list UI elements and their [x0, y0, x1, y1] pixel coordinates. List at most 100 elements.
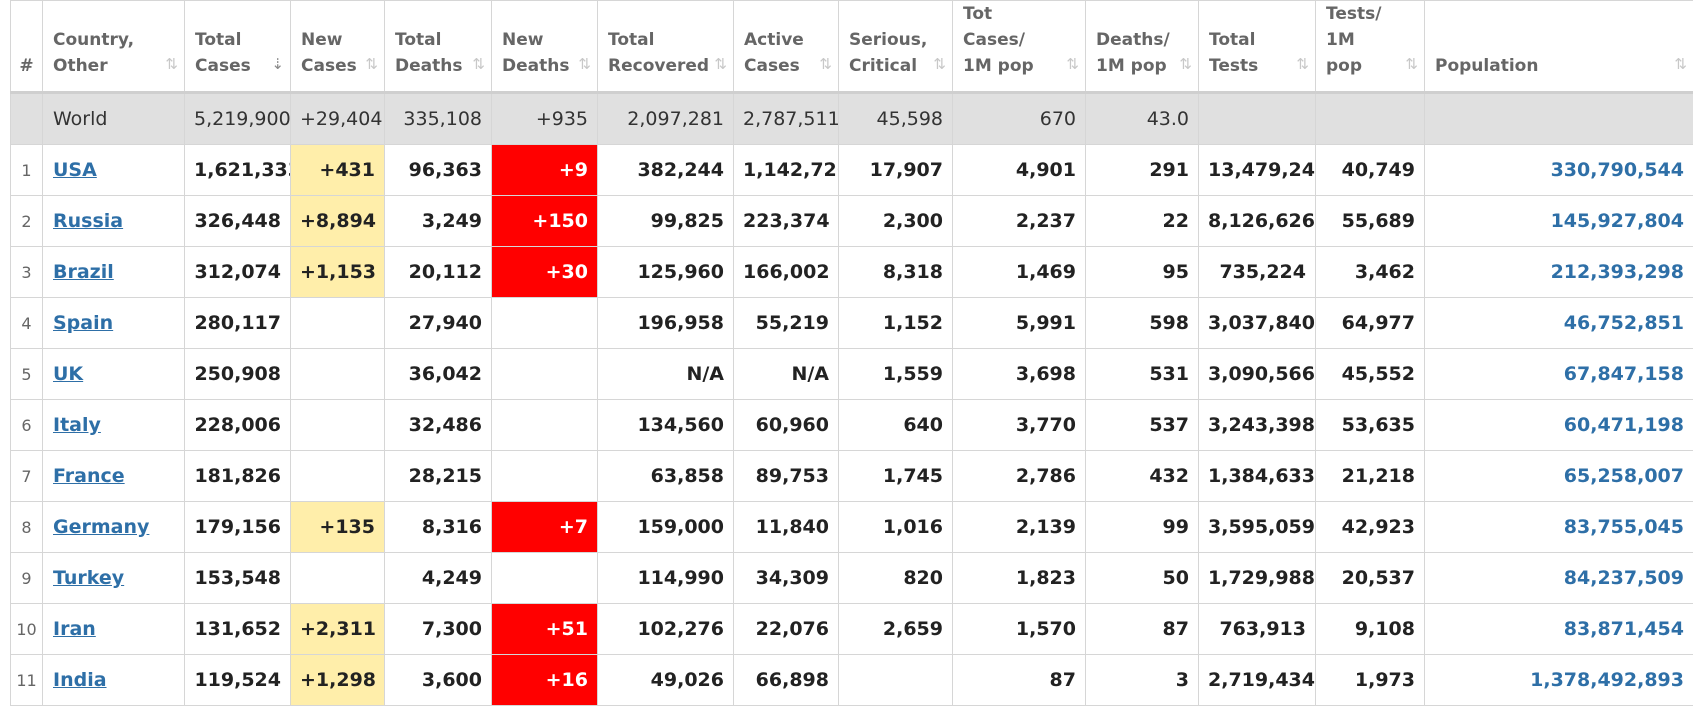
new-deaths-cell	[492, 400, 598, 451]
total-deaths-cell: 20,112	[385, 247, 492, 298]
sort-icon[interactable]: ⇅	[714, 51, 725, 77]
country-link[interactable]: UK	[53, 363, 83, 385]
country-link[interactable]: Spain	[53, 312, 113, 334]
world-total-deaths: 335,108	[385, 93, 492, 145]
population-cell: 46,752,851	[1425, 298, 1693, 349]
column-header-deaths-per-1m[interactable]: Deaths/ 1M pop ⇅	[1086, 1, 1199, 93]
serious-critical-cell: 1,559	[839, 349, 953, 400]
column-header-total-deaths[interactable]: Total Deaths⇅	[385, 1, 492, 93]
country-cell: Brazil	[43, 247, 185, 298]
country-link[interactable]: France	[53, 465, 125, 487]
population-cell: 83,871,454	[1425, 604, 1693, 655]
total-tests-cell: 3,243,398	[1199, 400, 1316, 451]
total-tests-cell: 763,913	[1199, 604, 1316, 655]
sort-icon[interactable]: ⇅	[472, 51, 483, 77]
sort-icon[interactable]: ⇅	[165, 51, 176, 77]
new-cases-cell: +1,153	[291, 247, 385, 298]
new-cases-cell	[291, 553, 385, 604]
sort-icon[interactable]: ⇅	[933, 51, 944, 77]
column-header-label: Country, Other	[53, 30, 134, 76]
total-tests-cell: 3,037,840	[1199, 298, 1316, 349]
sort-icon[interactable]: ⇅	[819, 51, 830, 77]
total-cases-cell: 312,074	[185, 247, 291, 298]
sort-icon[interactable]: ⇅	[1674, 51, 1685, 77]
column-header-label: Deaths/ 1M pop	[1096, 30, 1170, 76]
total-tests-cell: 1,384,633	[1199, 451, 1316, 502]
serious-critical-cell: 1,016	[839, 502, 953, 553]
sort-icon[interactable]: ⇅	[1296, 51, 1307, 77]
total-deaths-cell: 28,215	[385, 451, 492, 502]
total-tests-cell: 1,729,988	[1199, 553, 1316, 604]
column-header-tests-per-1m[interactable]: Tests/ 1M pop⇅	[1316, 1, 1425, 93]
rank-cell: 1	[11, 145, 43, 196]
sort-icon[interactable]: ⇅	[578, 51, 589, 77]
deaths-per-1m-cell: 531	[1086, 349, 1199, 400]
column-header-population[interactable]: Population⇅	[1425, 1, 1693, 93]
new-cases-cell	[291, 451, 385, 502]
total-deaths-cell: 36,042	[385, 349, 492, 400]
country-link[interactable]: Germany	[53, 516, 149, 538]
total-deaths-cell: 4,249	[385, 553, 492, 604]
column-header-active-cases[interactable]: Active Cases⇅	[734, 1, 839, 93]
country-link[interactable]: Turkey	[53, 567, 124, 589]
column-header-total-cases[interactable]: Total Cases ⇣	[185, 1, 291, 93]
sort-icon[interactable]: ⇅	[365, 51, 376, 77]
total-cases-cell: 181,826	[185, 451, 291, 502]
sort-icon[interactable]: ⇅	[1179, 51, 1190, 77]
total-cases-cell: 131,652	[185, 604, 291, 655]
tests-per-1m-cell: 42,923	[1316, 502, 1425, 553]
tests-per-1m-cell: 53,635	[1316, 400, 1425, 451]
new-deaths-cell: +7	[492, 502, 598, 553]
rank-cell: 10	[11, 604, 43, 655]
serious-critical-cell: 1,152	[839, 298, 953, 349]
cases-per-1m-cell: 1,570	[953, 604, 1086, 655]
sort-icon[interactable]: ⇅	[1405, 51, 1416, 77]
sort-active-icon[interactable]: ⇣	[271, 51, 282, 77]
column-header-cases-per-1m[interactable]: Tot Cases/ 1M pop⇅	[953, 1, 1086, 93]
rank-cell: 8	[11, 502, 43, 553]
active-cases-cell: N/A	[734, 349, 839, 400]
country-link[interactable]: Iran	[53, 618, 96, 640]
cases-per-1m-cell: 2,786	[953, 451, 1086, 502]
new-cases-cell	[291, 349, 385, 400]
column-header-country[interactable]: Country, Other ⇅	[43, 1, 185, 93]
rank-cell: 3	[11, 247, 43, 298]
world-total-recovered: 2,097,281	[598, 93, 734, 145]
population-cell: 60,471,198	[1425, 400, 1693, 451]
country-link[interactable]: Russia	[53, 210, 123, 232]
total-cases-cell: 1,621,333	[185, 145, 291, 196]
country-link[interactable]: Italy	[53, 414, 101, 436]
column-header-total-tests[interactable]: Total Tests⇅	[1199, 1, 1316, 93]
sort-icon[interactable]: ⇅	[1066, 51, 1077, 77]
population-cell: 330,790,544	[1425, 145, 1693, 196]
total-recovered-cell: 125,960	[598, 247, 734, 298]
total-cases-cell: 250,908	[185, 349, 291, 400]
column-header-serious-critical[interactable]: Serious, Critical⇅	[839, 1, 953, 93]
country-cell: Turkey	[43, 553, 185, 604]
column-header-total-recovered[interactable]: Total Recovered⇅	[598, 1, 734, 93]
new-cases-cell: +8,894	[291, 196, 385, 247]
total-deaths-cell: 7,300	[385, 604, 492, 655]
tests-per-1m-cell: 9,108	[1316, 604, 1425, 655]
population-cell: 65,258,007	[1425, 451, 1693, 502]
column-header-label: Total Cases	[195, 30, 251, 76]
world-active-cases: 2,787,511	[734, 93, 839, 145]
rank-cell: 2	[11, 196, 43, 247]
country-link[interactable]: India	[53, 669, 107, 691]
total-deaths-cell: 32,486	[385, 400, 492, 451]
column-header-new-deaths[interactable]: New Deaths⇅	[492, 1, 598, 93]
serious-critical-cell: 8,318	[839, 247, 953, 298]
new-deaths-cell: +16	[492, 655, 598, 706]
country-link[interactable]: Brazil	[53, 261, 114, 283]
column-header-new-cases[interactable]: New Cases⇅	[291, 1, 385, 93]
country-cell: Spain	[43, 298, 185, 349]
total-cases-cell: 326,448	[185, 196, 291, 247]
total-tests-cell: 13,479,242	[1199, 145, 1316, 196]
country-cell: Russia	[43, 196, 185, 247]
country-link[interactable]: USA	[53, 159, 97, 181]
new-cases-cell	[291, 400, 385, 451]
